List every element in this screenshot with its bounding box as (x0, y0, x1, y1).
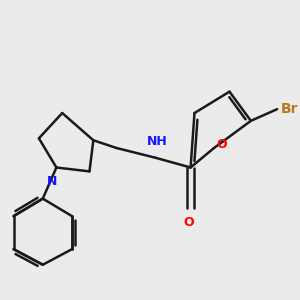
Text: NH: NH (147, 135, 168, 148)
Text: Br: Br (281, 102, 298, 116)
Text: O: O (217, 138, 227, 151)
Text: O: O (183, 216, 194, 229)
Text: N: N (47, 175, 58, 188)
